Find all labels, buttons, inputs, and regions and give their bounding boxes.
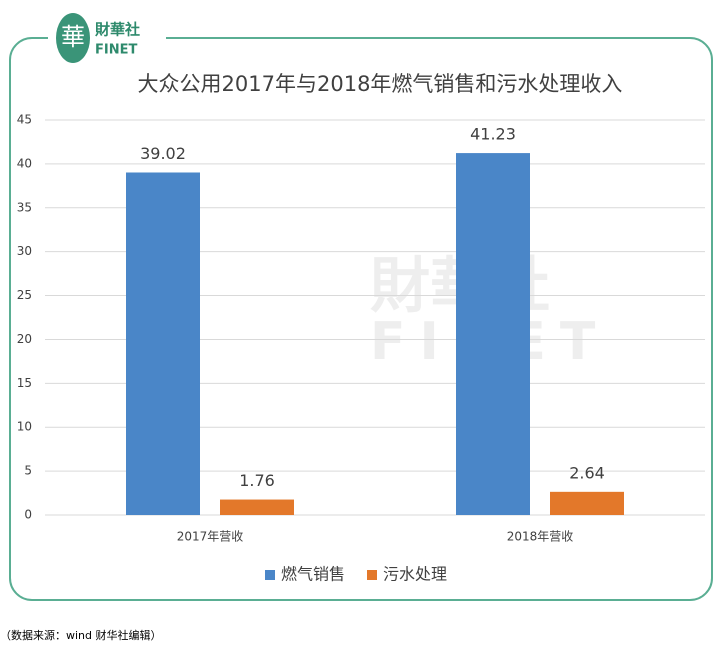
y-tick-label: 15 xyxy=(17,376,32,390)
legend-label: 污水处理 xyxy=(383,565,447,584)
y-tick-label: 30 xyxy=(17,244,32,258)
source-note: （数据来源：wind 财华社编辑） xyxy=(0,628,162,642)
value-label: 1.76 xyxy=(239,471,275,490)
legend-swatch xyxy=(265,570,275,580)
y-tick-label: 20 xyxy=(17,332,32,346)
y-tick-label: 25 xyxy=(17,288,32,302)
logo-name: 財華社 xyxy=(94,21,140,39)
chart-title: 大众公用2017年与2018年燃气销售和污水处理收入 xyxy=(138,72,623,96)
logo-mark: 華 xyxy=(61,23,85,51)
bar xyxy=(456,153,530,515)
x-tick-label: 2018年营收 xyxy=(507,530,574,544)
legend-swatch xyxy=(367,570,377,580)
value-label: 41.23 xyxy=(470,125,516,144)
x-tick-label: 2017年营收 xyxy=(177,530,244,544)
bar xyxy=(220,499,294,515)
y-tick-label: 40 xyxy=(17,156,32,170)
y-tick-label: 0 xyxy=(24,508,32,522)
bar xyxy=(126,172,200,516)
y-tick-label: 5 xyxy=(24,464,32,478)
value-label: 39.02 xyxy=(140,144,186,163)
value-label: 2.64 xyxy=(569,463,605,482)
y-tick-label: 35 xyxy=(17,200,32,214)
logo-badge xyxy=(56,13,90,63)
y-tick-label: 10 xyxy=(17,420,32,434)
legend-label: 燃气销售 xyxy=(281,565,345,584)
frame xyxy=(9,37,713,601)
logo-brand: FINET xyxy=(95,43,137,58)
y-tick-label: 45 xyxy=(17,113,32,127)
bar xyxy=(550,491,624,515)
